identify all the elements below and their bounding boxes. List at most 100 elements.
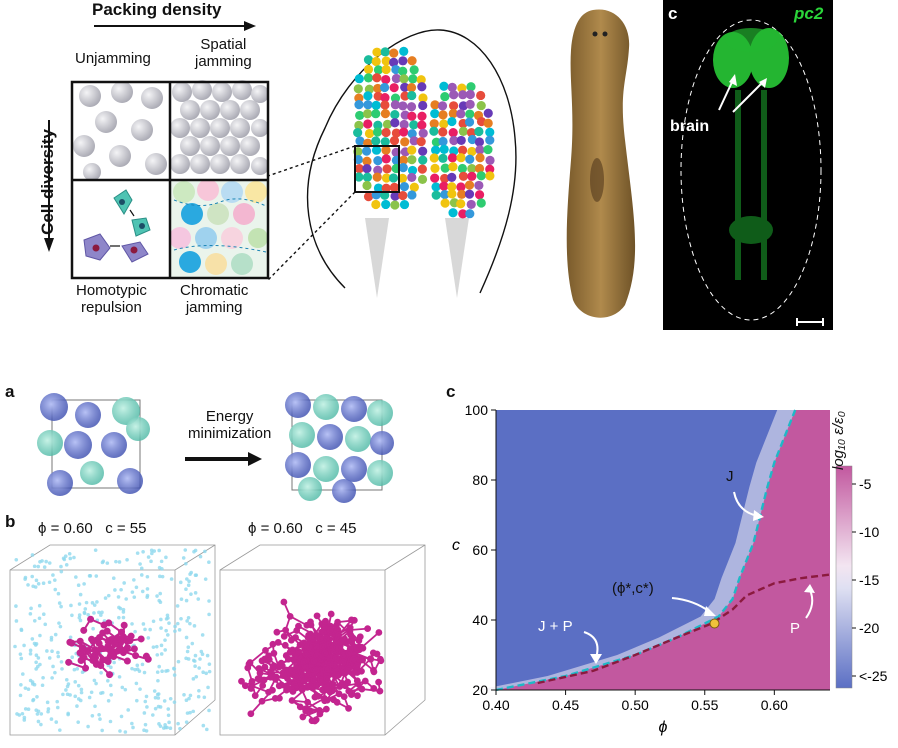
particle-dot [187,579,191,584]
particle-dot [135,551,140,555]
cell-dot [354,93,364,103]
worm-schematic [265,29,517,298]
cell-dot [390,118,400,128]
particle-dot [103,596,108,600]
x-axis-label: ϕ [659,719,668,736]
cell-dot [418,128,428,138]
network-node [339,658,347,666]
network-node [313,643,320,650]
y-tick-label: 60 [472,542,488,558]
network-node [353,662,361,670]
particle-dot [72,555,76,560]
cell-dot [467,146,477,157]
network-node [277,659,285,667]
cell-dot [440,173,450,184]
cell-dot [400,82,410,92]
particle-dot [132,595,137,599]
network-node [267,668,274,676]
cell-dot [354,74,364,84]
particle-dot [166,616,170,620]
cell-dot [391,128,401,138]
network-node [307,649,315,657]
network-node [346,637,354,645]
cell-dot [456,182,466,192]
network-node [265,652,272,660]
particle-dot [191,677,196,681]
particle-dot [197,666,201,670]
cell-dot [389,135,400,146]
particle-dot [50,676,54,680]
particle-dot [106,593,111,598]
x-tick-label: 0.60 [761,697,788,713]
particle-dot [59,660,64,664]
cell-dot [465,154,475,164]
x-tick-label: 0.55 [691,697,718,713]
network-node [316,710,324,718]
cell-dot [474,163,485,174]
particle-dot [36,564,41,569]
colorbar-tick-label: -5 [859,476,872,492]
annotation-critical-arrow [671,597,716,616]
particle-dot [32,564,37,569]
network-node [302,705,310,712]
network-node [80,626,88,634]
cell-dot [476,100,486,111]
particle-dot [92,611,96,615]
particle-dot [39,712,44,716]
cell-dot [371,145,382,155]
cell-dot [399,119,409,130]
particle-dot [158,574,162,579]
cell-dot [390,100,400,110]
particle-dot [53,587,58,592]
particle-dot [184,598,189,603]
particle-dot [141,622,146,626]
particle-dot [68,635,73,640]
network-node [273,628,281,636]
particle-dot [207,662,212,666]
cell-dot [381,56,391,66]
network-node [307,618,314,626]
y-tick-label: 40 [472,612,488,628]
particle-dot [45,649,49,653]
particle-dot [120,685,125,690]
cell-diversity-arrow [44,120,54,252]
network-node [350,655,358,663]
particle-dot [157,565,162,570]
cell-dot [431,190,441,200]
cell-dot [417,120,427,130]
particle-dot [100,690,105,695]
particle-dot [23,686,28,690]
network-node [241,682,249,690]
particle-dot [82,582,86,586]
network-node [103,627,111,635]
network-node [358,643,366,651]
cell-dot [390,191,400,201]
cell-dot [380,47,390,57]
particle-dot [61,692,65,697]
particle-dot [185,711,190,715]
cell-dot [430,173,440,183]
particle-dot [173,624,177,629]
network-node [326,654,333,661]
network-node [313,682,321,689]
particle-dot [150,551,154,556]
cell-dot [388,173,399,183]
network-node [66,638,74,646]
particle-dot [41,675,45,680]
particle-dot [31,698,35,703]
particle-dot [28,678,33,683]
particle-dot [17,713,22,717]
network-node [262,646,269,654]
particle-dot [84,600,89,605]
cell-dot [353,154,363,165]
particle-dot [130,666,134,671]
cell-dot [354,164,364,174]
cell-dot [381,154,391,164]
network-node [313,612,321,620]
cell-dot [390,110,400,120]
particle-dot [178,580,183,585]
cell-dot [354,120,364,131]
cell-dot [437,101,448,111]
network-node [248,678,256,685]
particle-dot [146,555,151,559]
